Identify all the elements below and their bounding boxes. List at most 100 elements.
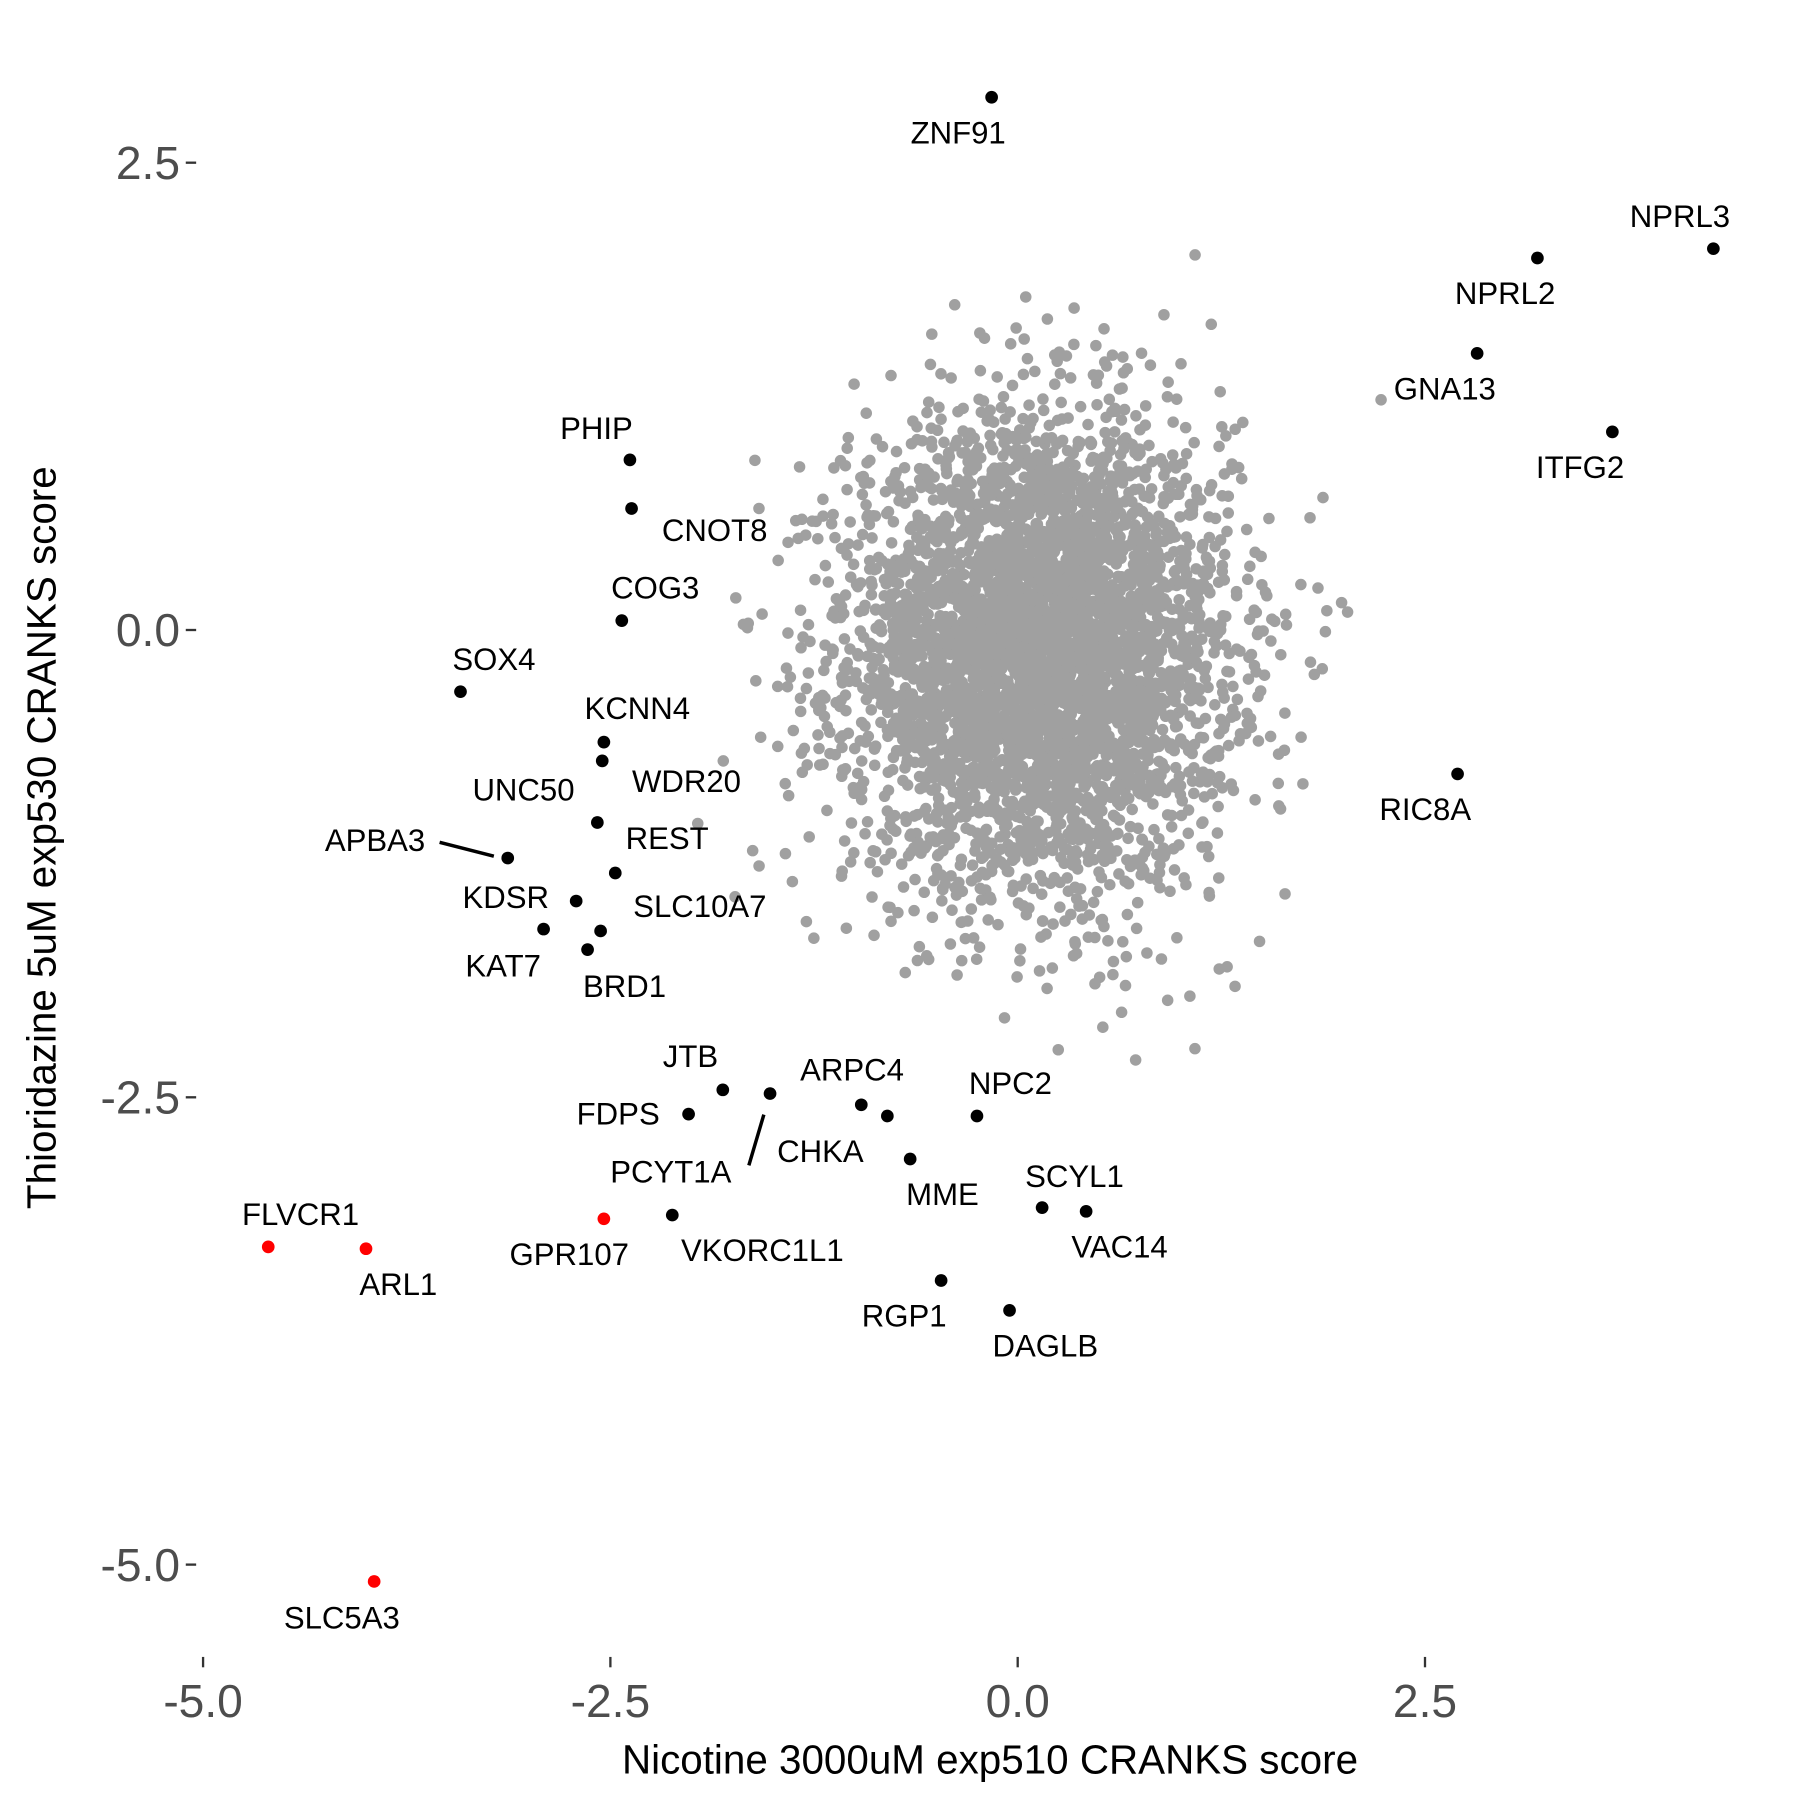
background-point bbox=[1054, 901, 1066, 913]
background-point bbox=[1169, 647, 1181, 660]
y-tick-label: 2.5 bbox=[116, 137, 180, 189]
background-point bbox=[953, 596, 965, 609]
background-point bbox=[1011, 971, 1023, 983]
labeled-points: ZNF91NPRL3NPRL2GNA13ITFG2PHIPCNOT8COG3SO… bbox=[242, 90, 1730, 1636]
background-point bbox=[1116, 936, 1129, 948]
background-point bbox=[1205, 318, 1218, 331]
background-point bbox=[862, 730, 875, 743]
background-point bbox=[938, 758, 951, 770]
background-point bbox=[990, 659, 1003, 671]
background-point bbox=[881, 706, 894, 719]
background-point bbox=[1145, 596, 1157, 608]
background-point bbox=[779, 847, 792, 860]
background-point bbox=[984, 439, 997, 452]
background-point bbox=[1043, 419, 1056, 432]
background-point bbox=[1098, 356, 1111, 368]
point-znf91 bbox=[985, 90, 998, 104]
background-point bbox=[1312, 582, 1324, 594]
background-point bbox=[1082, 418, 1094, 431]
background-point bbox=[866, 891, 878, 903]
background-point bbox=[1176, 703, 1188, 715]
background-point bbox=[1085, 583, 1098, 595]
background-point bbox=[882, 901, 894, 913]
background-point bbox=[852, 539, 864, 551]
background-point bbox=[1252, 690, 1264, 703]
background-point bbox=[888, 719, 901, 732]
background-point bbox=[1096, 691, 1109, 703]
background-point bbox=[918, 886, 930, 899]
background-point bbox=[1037, 476, 1050, 488]
y-tick-label: -5.0 bbox=[100, 1539, 180, 1591]
background-point bbox=[1062, 885, 1075, 897]
background-point bbox=[1222, 490, 1235, 502]
background-point bbox=[1033, 604, 1046, 616]
point-vkorc1l1 bbox=[665, 1208, 679, 1222]
background-point bbox=[1189, 249, 1201, 261]
background-point bbox=[1066, 585, 1079, 597]
background-point bbox=[1030, 526, 1043, 539]
point-npc2 bbox=[970, 1109, 984, 1123]
background-point bbox=[782, 627, 794, 639]
background-point bbox=[808, 932, 820, 944]
background-point bbox=[1216, 782, 1229, 794]
background-point bbox=[1143, 840, 1155, 853]
background-point bbox=[1066, 685, 1079, 698]
background-point bbox=[927, 772, 940, 784]
background-point bbox=[1090, 761, 1102, 774]
background-point bbox=[905, 828, 917, 840]
background-point bbox=[1129, 1054, 1142, 1066]
background-point bbox=[870, 562, 883, 575]
point-label: SCYL1 bbox=[1025, 1159, 1124, 1194]
background-point bbox=[1175, 733, 1187, 745]
background-point bbox=[1142, 749, 1154, 761]
background-point bbox=[875, 625, 888, 638]
background-point bbox=[1375, 394, 1387, 406]
background-point bbox=[878, 695, 890, 708]
background-point bbox=[1162, 492, 1174, 504]
background-point bbox=[1180, 879, 1192, 891]
background-point bbox=[1177, 611, 1189, 623]
background-point bbox=[882, 784, 895, 797]
background-point bbox=[1064, 604, 1077, 617]
background-point bbox=[1197, 565, 1210, 577]
background-point bbox=[1209, 512, 1222, 525]
background-point bbox=[943, 450, 956, 463]
background-point bbox=[936, 723, 949, 735]
background-point bbox=[1066, 851, 1079, 863]
background-point bbox=[909, 756, 921, 769]
background-point bbox=[1124, 642, 1137, 654]
point-label: NPRL3 bbox=[1630, 199, 1730, 234]
background-point bbox=[1065, 908, 1077, 921]
background-point bbox=[1059, 737, 1072, 749]
background-point bbox=[1145, 776, 1158, 788]
point-label: CHKA bbox=[777, 1134, 864, 1169]
background-point bbox=[887, 565, 899, 578]
background-point bbox=[960, 693, 973, 706]
background-point bbox=[910, 562, 922, 574]
background-point bbox=[1089, 649, 1101, 662]
background-point bbox=[1055, 691, 1068, 704]
background-point bbox=[1106, 349, 1119, 361]
point-label: RGP1 bbox=[862, 1299, 947, 1334]
background-point bbox=[1143, 439, 1155, 452]
background-point bbox=[981, 415, 993, 427]
background-point bbox=[1145, 483, 1158, 495]
background-point bbox=[1165, 821, 1178, 833]
background-point bbox=[1109, 596, 1122, 608]
background-point bbox=[1084, 676, 1097, 688]
background-point bbox=[1073, 900, 1085, 912]
background-point bbox=[887, 515, 900, 528]
background-point bbox=[893, 494, 905, 507]
background-point bbox=[1304, 656, 1317, 668]
background-point bbox=[855, 716, 868, 729]
background-point bbox=[1126, 803, 1138, 816]
background-point bbox=[803, 831, 815, 843]
background-point bbox=[794, 692, 807, 705]
background-point bbox=[1086, 599, 1099, 612]
background-point bbox=[926, 911, 939, 924]
background-point bbox=[1164, 885, 1176, 898]
background-point bbox=[1010, 460, 1022, 472]
background-point bbox=[1054, 367, 1067, 380]
background-point bbox=[1229, 709, 1242, 722]
background-point bbox=[864, 454, 876, 467]
